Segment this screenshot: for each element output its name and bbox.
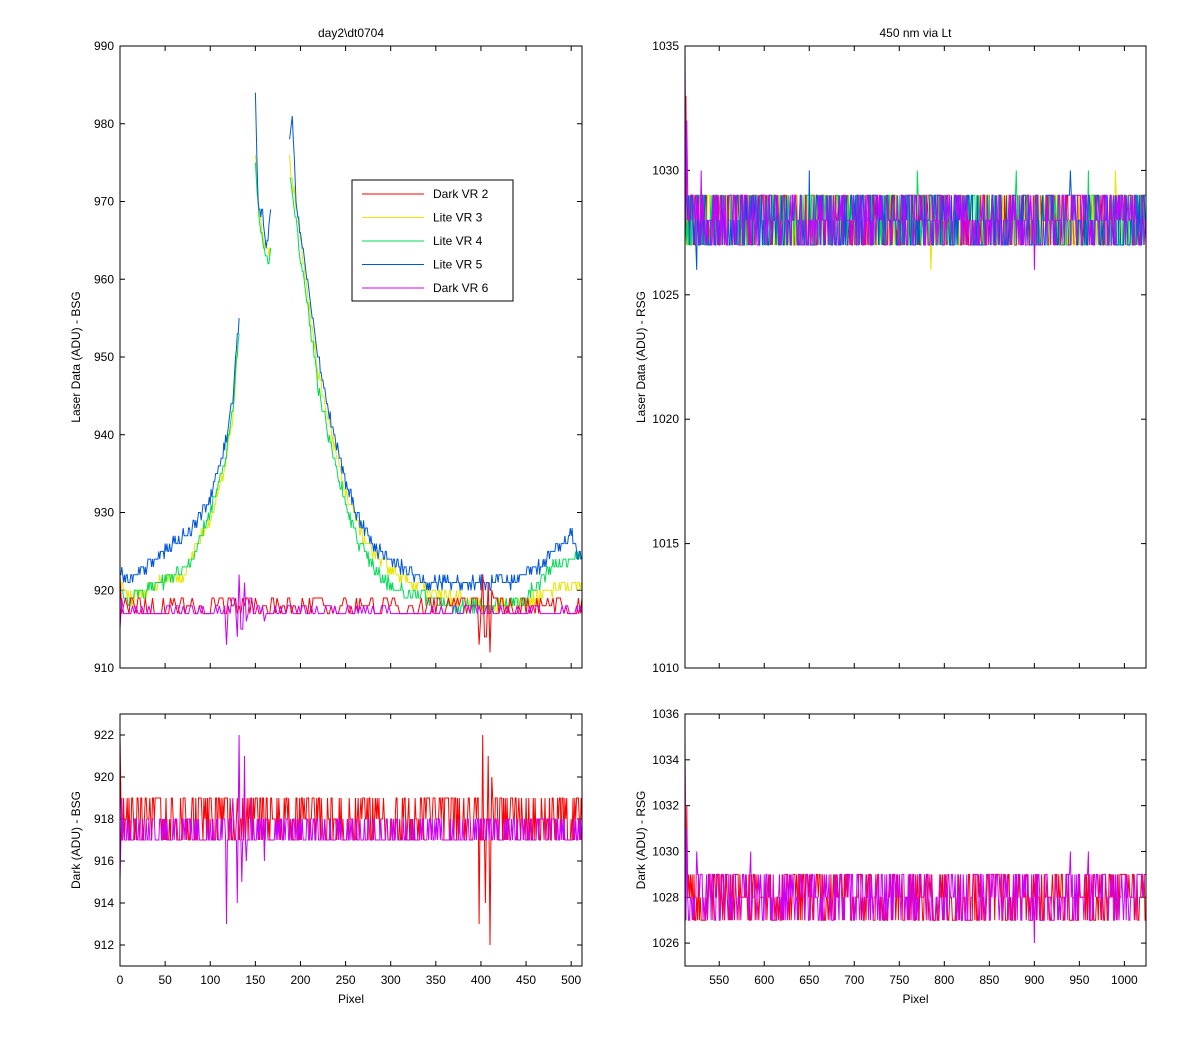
series-line-dark-vr-6 [685, 46, 1146, 270]
left-bottom-xlabel: Pixel [338, 992, 364, 1006]
right-top-title: 450 nm via Lt [879, 26, 952, 40]
left-top-title: day2\dt0704 [318, 26, 384, 40]
y-tick-label: 1032 [652, 799, 679, 813]
y-tick-label: 930 [94, 506, 114, 520]
x-tick-label: 600 [754, 973, 774, 987]
left-bottom-ylabel: Dark (ADU) - BSG [69, 791, 83, 889]
right-bottom-series-group [685, 736, 1146, 944]
x-tick-label: 300 [381, 973, 401, 987]
x-tick-label: 750 [889, 973, 909, 987]
y-tick-label: 1030 [652, 844, 679, 858]
right-top-axes: 1010 1015 1020 1025 1030 1035 450 nm via Lt Las… [634, 26, 1146, 675]
left-bottom-series-group [120, 734, 582, 946]
x-tick-label: 200 [290, 973, 310, 987]
y-tick-label: 980 [94, 117, 114, 131]
y-tick-label: 990 [94, 39, 114, 53]
y-tick-label: 1010 [652, 661, 679, 675]
y-tick-label: 916 [94, 854, 114, 868]
legend-label: Lite VR 3 [433, 211, 483, 225]
y-tick-label: 910 [94, 661, 114, 675]
x-tick-label: 500 [561, 973, 581, 987]
series-line-dark-vr-2 [120, 734, 582, 946]
y-tick-label: 922 [94, 728, 114, 742]
left-top-ylabel: Laser Data (ADU) - BSG [69, 291, 83, 422]
x-tick-label: 900 [1024, 973, 1044, 987]
series-line-lite-vr-5 [685, 170, 1146, 270]
left-top-series-group [120, 92, 582, 653]
x-tick-label: 50 [158, 973, 172, 987]
legend-label: Lite VR 4 [433, 234, 483, 248]
legend-label: Dark VR 2 [433, 187, 489, 201]
y-tick-label: 914 [94, 896, 114, 910]
series-line-dark-vr-6 [120, 734, 582, 925]
legend: Dark VR 2 Lite VR 3 Lite VR 4 Lite VR 5 Dark… [351, 179, 514, 302]
x-tick-label: 800 [934, 973, 954, 987]
left-top-axes: 910 920 930 940 950 960 970 980 990 day2\dt0704 La… [69, 26, 582, 675]
y-tick-label: 1034 [652, 753, 679, 767]
series-line-lite-vr-5 [120, 92, 582, 591]
x-tick-label: 850 [979, 973, 999, 987]
y-tick-label: 1030 [652, 163, 679, 177]
x-tick-label: 450 [516, 973, 536, 987]
y-tick-label: 1025 [652, 288, 679, 302]
x-tick-label: 100 [200, 973, 220, 987]
x-tick-label: 550 [709, 973, 729, 987]
y-tick-label: 970 [94, 195, 114, 209]
y-tick-label: 920 [94, 583, 114, 597]
y-tick-label: 1020 [652, 412, 679, 426]
legend-label: Dark VR 6 [433, 281, 489, 295]
series-line-dark-vr-6 [685, 736, 1146, 944]
y-tick-label: 940 [94, 428, 114, 442]
x-tick-label: 1000 [1111, 973, 1138, 987]
right-top-frame [684, 45, 1147, 669]
x-tick-label: 700 [844, 973, 864, 987]
y-tick-label: 920 [94, 770, 114, 784]
right-top-ylabel: Laser Data (ADU) - RSG [634, 291, 648, 423]
y-tick-label: 918 [94, 812, 114, 826]
x-tick-label: 400 [471, 973, 491, 987]
left-bottom-frame [119, 713, 583, 967]
y-tick-label: 1035 [652, 39, 679, 53]
right-bottom-plot-area [685, 714, 1146, 966]
y-tick-label: 960 [94, 272, 114, 286]
y-tick-label: 1015 [652, 537, 679, 551]
left-top-frame [119, 45, 583, 669]
x-tick-label: 350 [426, 973, 446, 987]
right-top-plot-area [685, 46, 1146, 668]
x-tick-label: 250 [336, 973, 356, 987]
x-tick-label: 0 [117, 973, 124, 987]
left-top-plot-area [120, 46, 582, 668]
x-tick-label: 950 [1069, 973, 1089, 987]
y-tick-label: 1026 [652, 936, 679, 950]
right-bottom-xlabel: Pixel [902, 992, 928, 1006]
y-tick-label: 1036 [652, 707, 679, 721]
y-tick-label: 912 [94, 938, 114, 952]
right-top-series-group [685, 46, 1146, 270]
right-bottom-ylabel: Dark (ADU) - RSG [634, 791, 648, 890]
left-bottom-axes: 0 50 100 150 200 250 300 350 400 450 500 912 914 916 9… [69, 714, 582, 1006]
x-tick-label: 150 [245, 973, 265, 987]
x-tick-label: 650 [799, 973, 819, 987]
y-tick-label: 950 [94, 350, 114, 364]
right-bottom-axes: 550 600 650 700 750 800 850 900 950 1000 1026 1028 1… [634, 707, 1146, 1006]
legend-label: Lite VR 5 [433, 258, 483, 272]
right-bottom-frame [684, 713, 1147, 967]
series-line-dark-vr-6 [120, 574, 582, 645]
y-tick-label: 1028 [652, 890, 679, 904]
